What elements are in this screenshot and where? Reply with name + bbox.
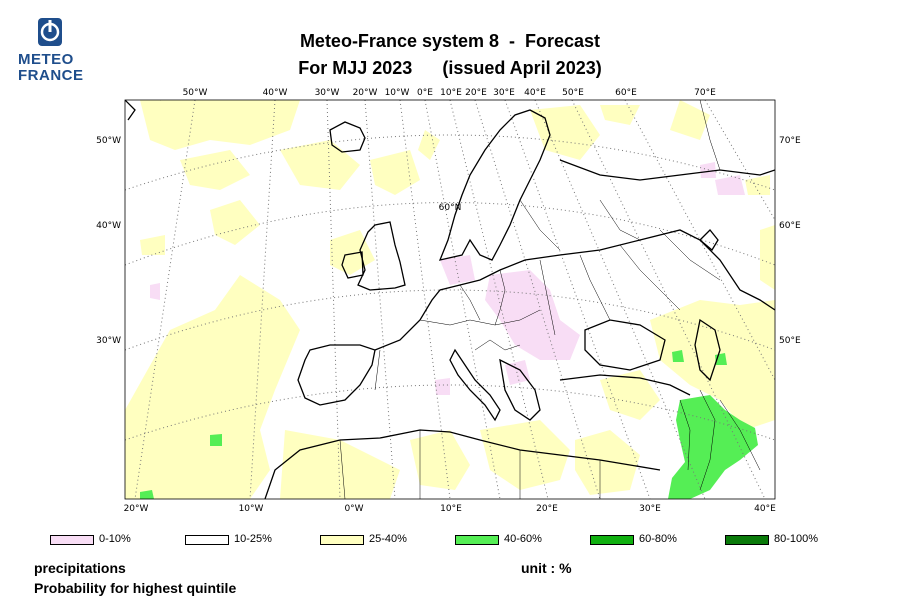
- top-tick-label: 30°E: [493, 88, 515, 98]
- top-tick-label: 50°E: [562, 88, 584, 98]
- legend-swatch: [185, 535, 229, 545]
- legend-label: 40-60%: [504, 533, 542, 545]
- legend-swatch: [725, 535, 769, 545]
- top-tick-label: 40°E: [524, 88, 546, 98]
- top-tick-label: 0°E: [417, 88, 433, 98]
- probability-25-40-areas: [125, 100, 775, 499]
- map-frame: [124, 99, 776, 500]
- top-tick-label: 40°W: [263, 88, 288, 98]
- logo-emblem-icon: [38, 18, 62, 46]
- legend-swatch: [50, 535, 94, 545]
- legend-label: 25-40%: [369, 533, 407, 545]
- map-title: Meteo-France system 8 - Forecast: [299, 31, 601, 51]
- top-tick-label: 60°E: [615, 88, 637, 98]
- bottom-tick-label: 30°E: [639, 504, 661, 514]
- logo-text-meteo: METEO: [18, 51, 74, 68]
- right-tick-label: 60°E: [779, 221, 801, 231]
- right-tick-label: 70°E: [779, 136, 801, 146]
- top-tick-label: 10°E: [440, 88, 462, 98]
- left-labels: 50°W 40°W 30°W: [96, 136, 121, 346]
- graticule: [125, 100, 775, 499]
- left-tick-label: 30°W: [96, 336, 121, 346]
- right-labels: 70°E 60°E 50°E: [779, 136, 801, 346]
- variable-label: precipitations: [34, 560, 126, 576]
- probability-40-60-areas: [140, 350, 758, 499]
- meteo-france-logo: METEO FRANCE: [14, 16, 86, 84]
- right-tick-label: 50°E: [779, 336, 801, 346]
- probability-0-10-areas: [150, 162, 745, 395]
- legend-label: 10-25%: [234, 533, 272, 545]
- description-label: Probability for highest quintile: [34, 580, 237, 596]
- top-tick-label: 20°W: [353, 88, 378, 98]
- bottom-tick-label: 20°E: [536, 504, 558, 514]
- left-tick-label: 40°W: [96, 221, 121, 231]
- top-tick-label: 20°E: [465, 88, 487, 98]
- bottom-tick-label: 20°W: [124, 504, 149, 514]
- top-tick-label: 70°E: [694, 88, 716, 98]
- bottom-tick-label: 10°E: [440, 504, 462, 514]
- left-tick-label: 50°W: [96, 136, 121, 146]
- latitude-label-60n: 60°N: [439, 203, 462, 213]
- unit-label: unit : %: [521, 560, 572, 576]
- map-subtitle: For MJJ 2023 (issued April 2023): [298, 58, 602, 78]
- top-tick-label: 30°W: [315, 88, 340, 98]
- top-tick-label: 50°W: [183, 88, 208, 98]
- legend-label: 60-80%: [639, 533, 677, 545]
- legend-label: 0-10%: [99, 533, 131, 545]
- country-borders: [339, 100, 761, 499]
- legend-swatch: [320, 535, 364, 545]
- bottom-tick-label: 0°W: [344, 504, 363, 514]
- bottom-longitude-labels: 20°W 10°W 0°W 10°E 20°E 30°E 40°E: [124, 504, 777, 514]
- bottom-tick-label: 40°E: [754, 504, 776, 514]
- bottom-tick-label: 10°W: [239, 504, 264, 514]
- top-longitude-labels: 50°W 40°W 30°W 20°W 10°W 0°E 10°E 20°E 3…: [183, 88, 717, 98]
- top-tick-label: 10°W: [385, 88, 410, 98]
- logo-text-france: FRANCE: [18, 67, 84, 84]
- legend-swatch: [455, 535, 499, 545]
- legend-swatch: [590, 535, 634, 545]
- legend-label: 80-100%: [774, 533, 819, 545]
